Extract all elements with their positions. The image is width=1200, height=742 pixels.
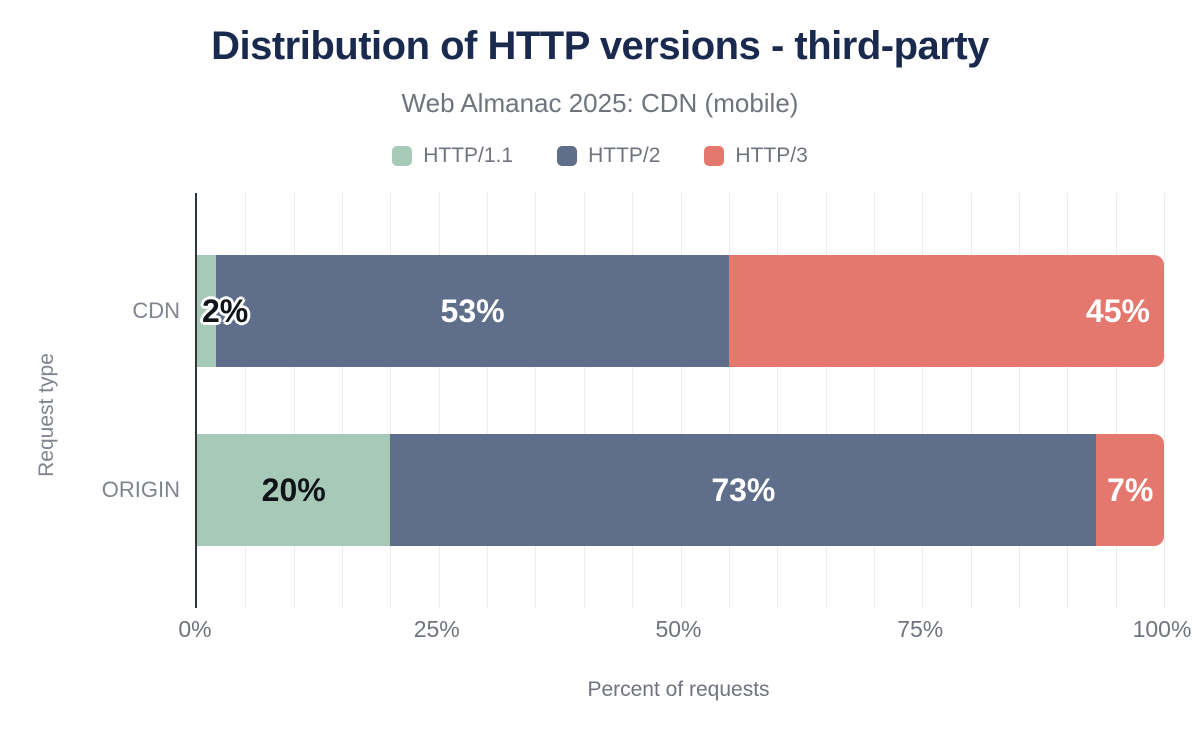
x-axis-tick-labels: 0% 25% 50% 75% 100%	[178, 616, 1191, 646]
gridline	[342, 193, 344, 608]
legend-item-http-1-1[interactable]: HTTP/1.1	[392, 144, 513, 168]
x-axis-title: Percent of requests	[587, 678, 770, 701]
legend-swatch-icon	[557, 146, 578, 166]
gridline	[777, 193, 779, 608]
gridline	[680, 193, 682, 608]
legend-swatch-icon	[392, 146, 413, 166]
gridline	[487, 193, 489, 608]
gridline	[293, 193, 295, 608]
data-label: 73%	[711, 472, 776, 508]
bar-segment-cdn-http-3[interactable]: 45%	[728, 255, 1164, 367]
gridline	[245, 193, 247, 608]
bar-segment-cdn-http-2[interactable]: 53%	[216, 255, 729, 367]
bar-segment-origin-http-2[interactable]: 73%	[390, 434, 1097, 546]
gridline	[438, 193, 440, 608]
bar-cdn: 2% 53% 45%	[197, 255, 1164, 367]
gridline	[1115, 193, 1117, 608]
gridline	[1067, 193, 1069, 608]
chart-subtitle: Web Almanac 2025: CDN (mobile)	[401, 88, 799, 118]
bar-segment-cdn-http-1-1[interactable]: 2%	[197, 255, 248, 367]
y-category-label-cdn: CDN	[132, 298, 180, 323]
gridline	[1018, 193, 1020, 608]
legend-swatch-icon	[704, 146, 725, 166]
y-axis-title: Request type	[35, 353, 58, 477]
data-label: 2%	[202, 293, 249, 329]
gridline	[390, 193, 392, 608]
chart-title: Distribution of HTTP versions - third-pa…	[211, 24, 989, 68]
gridline	[535, 193, 537, 608]
bar-segment-origin-http-1-1[interactable]: 20%	[197, 434, 391, 546]
y-axis-category-labels: CDN ORIGIN	[0, 0, 180, 742]
x-tick-label: 50%	[655, 616, 702, 642]
legend-label: HTTP/1.1	[423, 144, 514, 167]
gridline	[873, 193, 875, 608]
gridline	[728, 193, 730, 608]
data-label: 20%	[261, 472, 326, 508]
gridline	[970, 193, 972, 608]
legend-label: HTTP/3	[735, 144, 808, 167]
data-label: 45%	[1085, 293, 1150, 329]
y-category-label-origin: ORIGIN	[101, 477, 180, 502]
x-tick-label: 75%	[897, 616, 944, 642]
bar-segment-origin-http-3[interactable]: 7%	[1096, 434, 1164, 546]
bar-origin: 20% 73% 7%	[197, 434, 1164, 546]
legend-label: HTTP/2	[588, 144, 661, 167]
legend-item-http-3[interactable]: HTTP/3	[704, 144, 808, 168]
legend-item-http-2[interactable]: HTTP/2	[557, 144, 660, 168]
gridline	[1164, 193, 1165, 608]
gridline	[632, 193, 634, 608]
plot-area: 2% 53% 45% 20% 73% 7%	[195, 193, 1165, 608]
gridline	[922, 193, 924, 608]
gridline	[583, 193, 585, 608]
gridline	[825, 193, 827, 608]
x-tick-label: 100%	[1132, 616, 1192, 642]
x-tick-label: 0%	[178, 616, 212, 642]
data-label: 7%	[1107, 472, 1154, 508]
x-tick-label: 25%	[413, 616, 460, 642]
data-label: 53%	[440, 293, 505, 329]
legend: HTTP/1.1 HTTP/2 HTTP/3	[0, 141, 1200, 171]
